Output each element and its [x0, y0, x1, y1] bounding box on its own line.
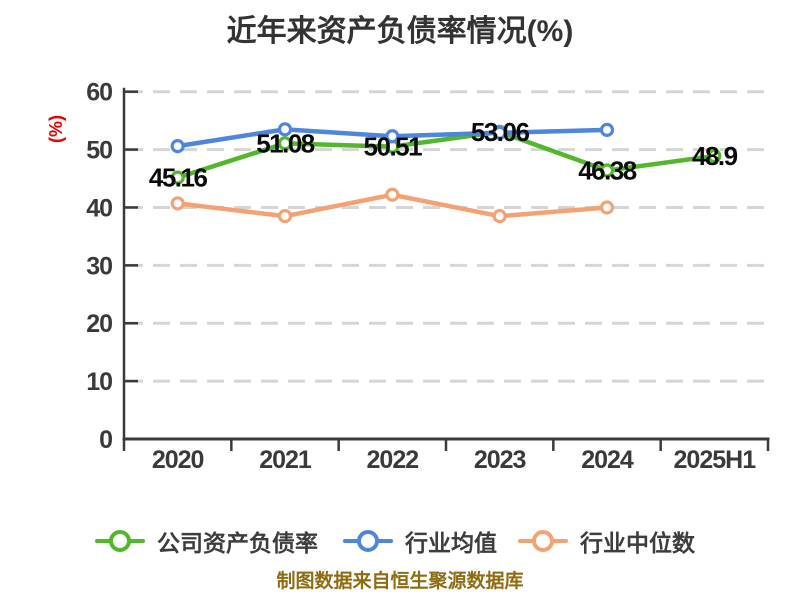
legend-item-industry-mean: 行业均值: [343, 524, 497, 558]
data-point-series0-2025H1: [707, 148, 722, 164]
value-label-2025H1: 48.9: [692, 141, 738, 171]
y-tick-label: 60: [86, 79, 112, 107]
data-point-series2-2024: [599, 200, 615, 215]
y-tick-label: 40: [86, 194, 112, 222]
x-tick-label: 2024: [581, 446, 634, 474]
legend-dot: [357, 530, 379, 552]
data-point-series1-2021: [277, 122, 293, 137]
legend-label-industry-median: 行业中位数: [580, 530, 695, 556]
value-label-2020: 45.16: [149, 163, 208, 193]
legend-item-industry-median: 行业中位数: [518, 524, 695, 558]
value-label-2021: 51.08: [256, 128, 315, 158]
y-tick-label: 10: [86, 368, 112, 396]
legend-label-industry-mean: 行业均值: [405, 530, 497, 556]
value-label-2022: 50.51: [364, 132, 423, 162]
legend-item-company: 公司资产负债率: [95, 524, 318, 558]
industry-mean-line-marker-icon: [343, 528, 393, 554]
data-point-series0-2024: [599, 163, 615, 178]
data-point-series2-2022: [385, 187, 400, 202]
y-tick-label: 0: [99, 426, 112, 454]
data-point-series2-2021: [277, 209, 293, 224]
company-line-marker-icon: [95, 528, 145, 554]
x-tick-label: 2021: [259, 446, 312, 474]
x-tick-label: 2023: [474, 446, 526, 474]
legend: 公司资产负债率 行业均值 行业中位数: [0, 524, 800, 556]
value-label-2023: 53.06: [471, 117, 530, 147]
data-source-note: 制图数据来自恒生聚源数据库: [276, 571, 524, 592]
series-line-0: [175, 129, 717, 180]
data-point-series0-2021: [277, 136, 293, 151]
data-point-series1-2023: [492, 125, 507, 140]
data-point-series1-2020: [170, 139, 185, 154]
x-tick-label: 2025H1: [674, 446, 757, 474]
data-point-series2-2020: [170, 196, 185, 211]
value-label-2024: 46.38: [578, 156, 637, 186]
x-tick-label: 2022: [367, 446, 419, 474]
y-tick-label: 20: [86, 310, 112, 338]
legend-label-company: 公司资产负债率: [157, 530, 318, 556]
data-point-series0-2020: [170, 170, 185, 185]
x-tick-label: 2020: [152, 446, 204, 474]
y-axis-unit-label: (%): [46, 115, 66, 143]
y-tick-label: 30: [86, 252, 112, 280]
legend-dot: [109, 530, 131, 552]
y-tick-label: 50: [86, 137, 112, 165]
data-point-series1-2024: [599, 122, 615, 138]
data-point-series1-2022: [385, 129, 400, 144]
industry-median-line-marker-icon: [518, 528, 568, 554]
data-point-series2-2023: [492, 209, 507, 224]
legend-dot: [532, 530, 554, 552]
chart-title: 近年来资产负债率情况(%): [226, 15, 574, 48]
